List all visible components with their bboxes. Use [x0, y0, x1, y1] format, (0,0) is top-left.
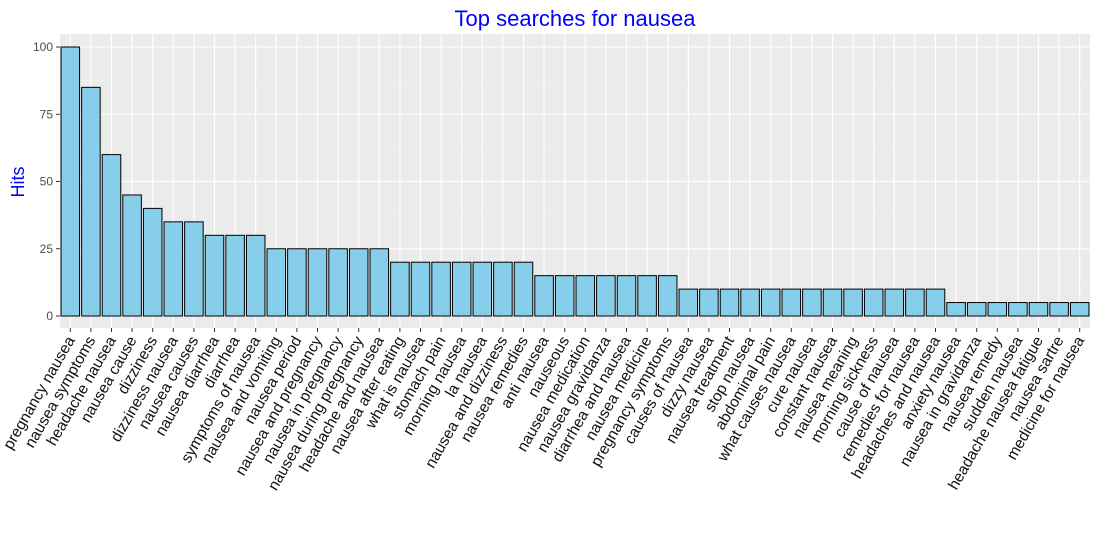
bar — [781, 288, 802, 317]
bar — [122, 194, 142, 317]
y-tick-label: 25 — [40, 242, 54, 256]
bar — [822, 288, 843, 317]
bar — [60, 46, 81, 317]
bar — [884, 288, 905, 317]
bar — [575, 275, 596, 317]
bar — [245, 234, 266, 317]
bar — [925, 288, 946, 317]
bar — [946, 302, 966, 317]
bar — [699, 288, 719, 317]
bars — [60, 46, 1090, 317]
bar — [1008, 302, 1028, 317]
bar — [287, 248, 307, 317]
bar — [843, 288, 863, 317]
bar — [719, 288, 740, 317]
bar — [142, 207, 163, 317]
y-tick-label: 50 — [40, 175, 54, 189]
chart-title: Top searches for nausea — [455, 6, 697, 31]
bar — [390, 261, 410, 317]
bar — [905, 288, 925, 317]
bar — [225, 234, 245, 317]
bar — [554, 275, 575, 317]
bar — [101, 154, 122, 317]
bar — [760, 288, 781, 317]
bar — [987, 302, 1008, 317]
bar — [204, 234, 225, 317]
bar — [410, 261, 431, 317]
bar — [863, 288, 884, 317]
y-tick-label: 75 — [40, 107, 54, 121]
bar — [1028, 302, 1049, 317]
bar — [307, 248, 328, 317]
y-axis: 0 25 50 75 100 — [33, 40, 60, 323]
bar — [431, 261, 451, 317]
bar — [328, 248, 348, 317]
bar — [678, 288, 699, 317]
y-axis-label: Hits — [8, 167, 28, 198]
bar — [163, 221, 184, 317]
bar — [596, 275, 616, 317]
bar — [493, 261, 513, 317]
y-tick-label: 0 — [46, 309, 53, 323]
bar — [616, 275, 637, 317]
bar — [740, 288, 760, 317]
bar — [81, 86, 101, 317]
bar — [1049, 302, 1069, 317]
bar — [637, 275, 657, 317]
bar — [513, 261, 534, 317]
bar — [966, 302, 987, 317]
bar — [534, 275, 554, 317]
bar — [802, 288, 822, 317]
y-tick-label: 100 — [33, 40, 53, 54]
bar — [657, 275, 678, 317]
bar — [266, 248, 287, 317]
bar — [451, 261, 472, 317]
bar — [184, 221, 204, 317]
bar — [1069, 302, 1090, 317]
bar — [369, 248, 390, 317]
bar — [472, 261, 493, 317]
bar — [348, 248, 369, 317]
